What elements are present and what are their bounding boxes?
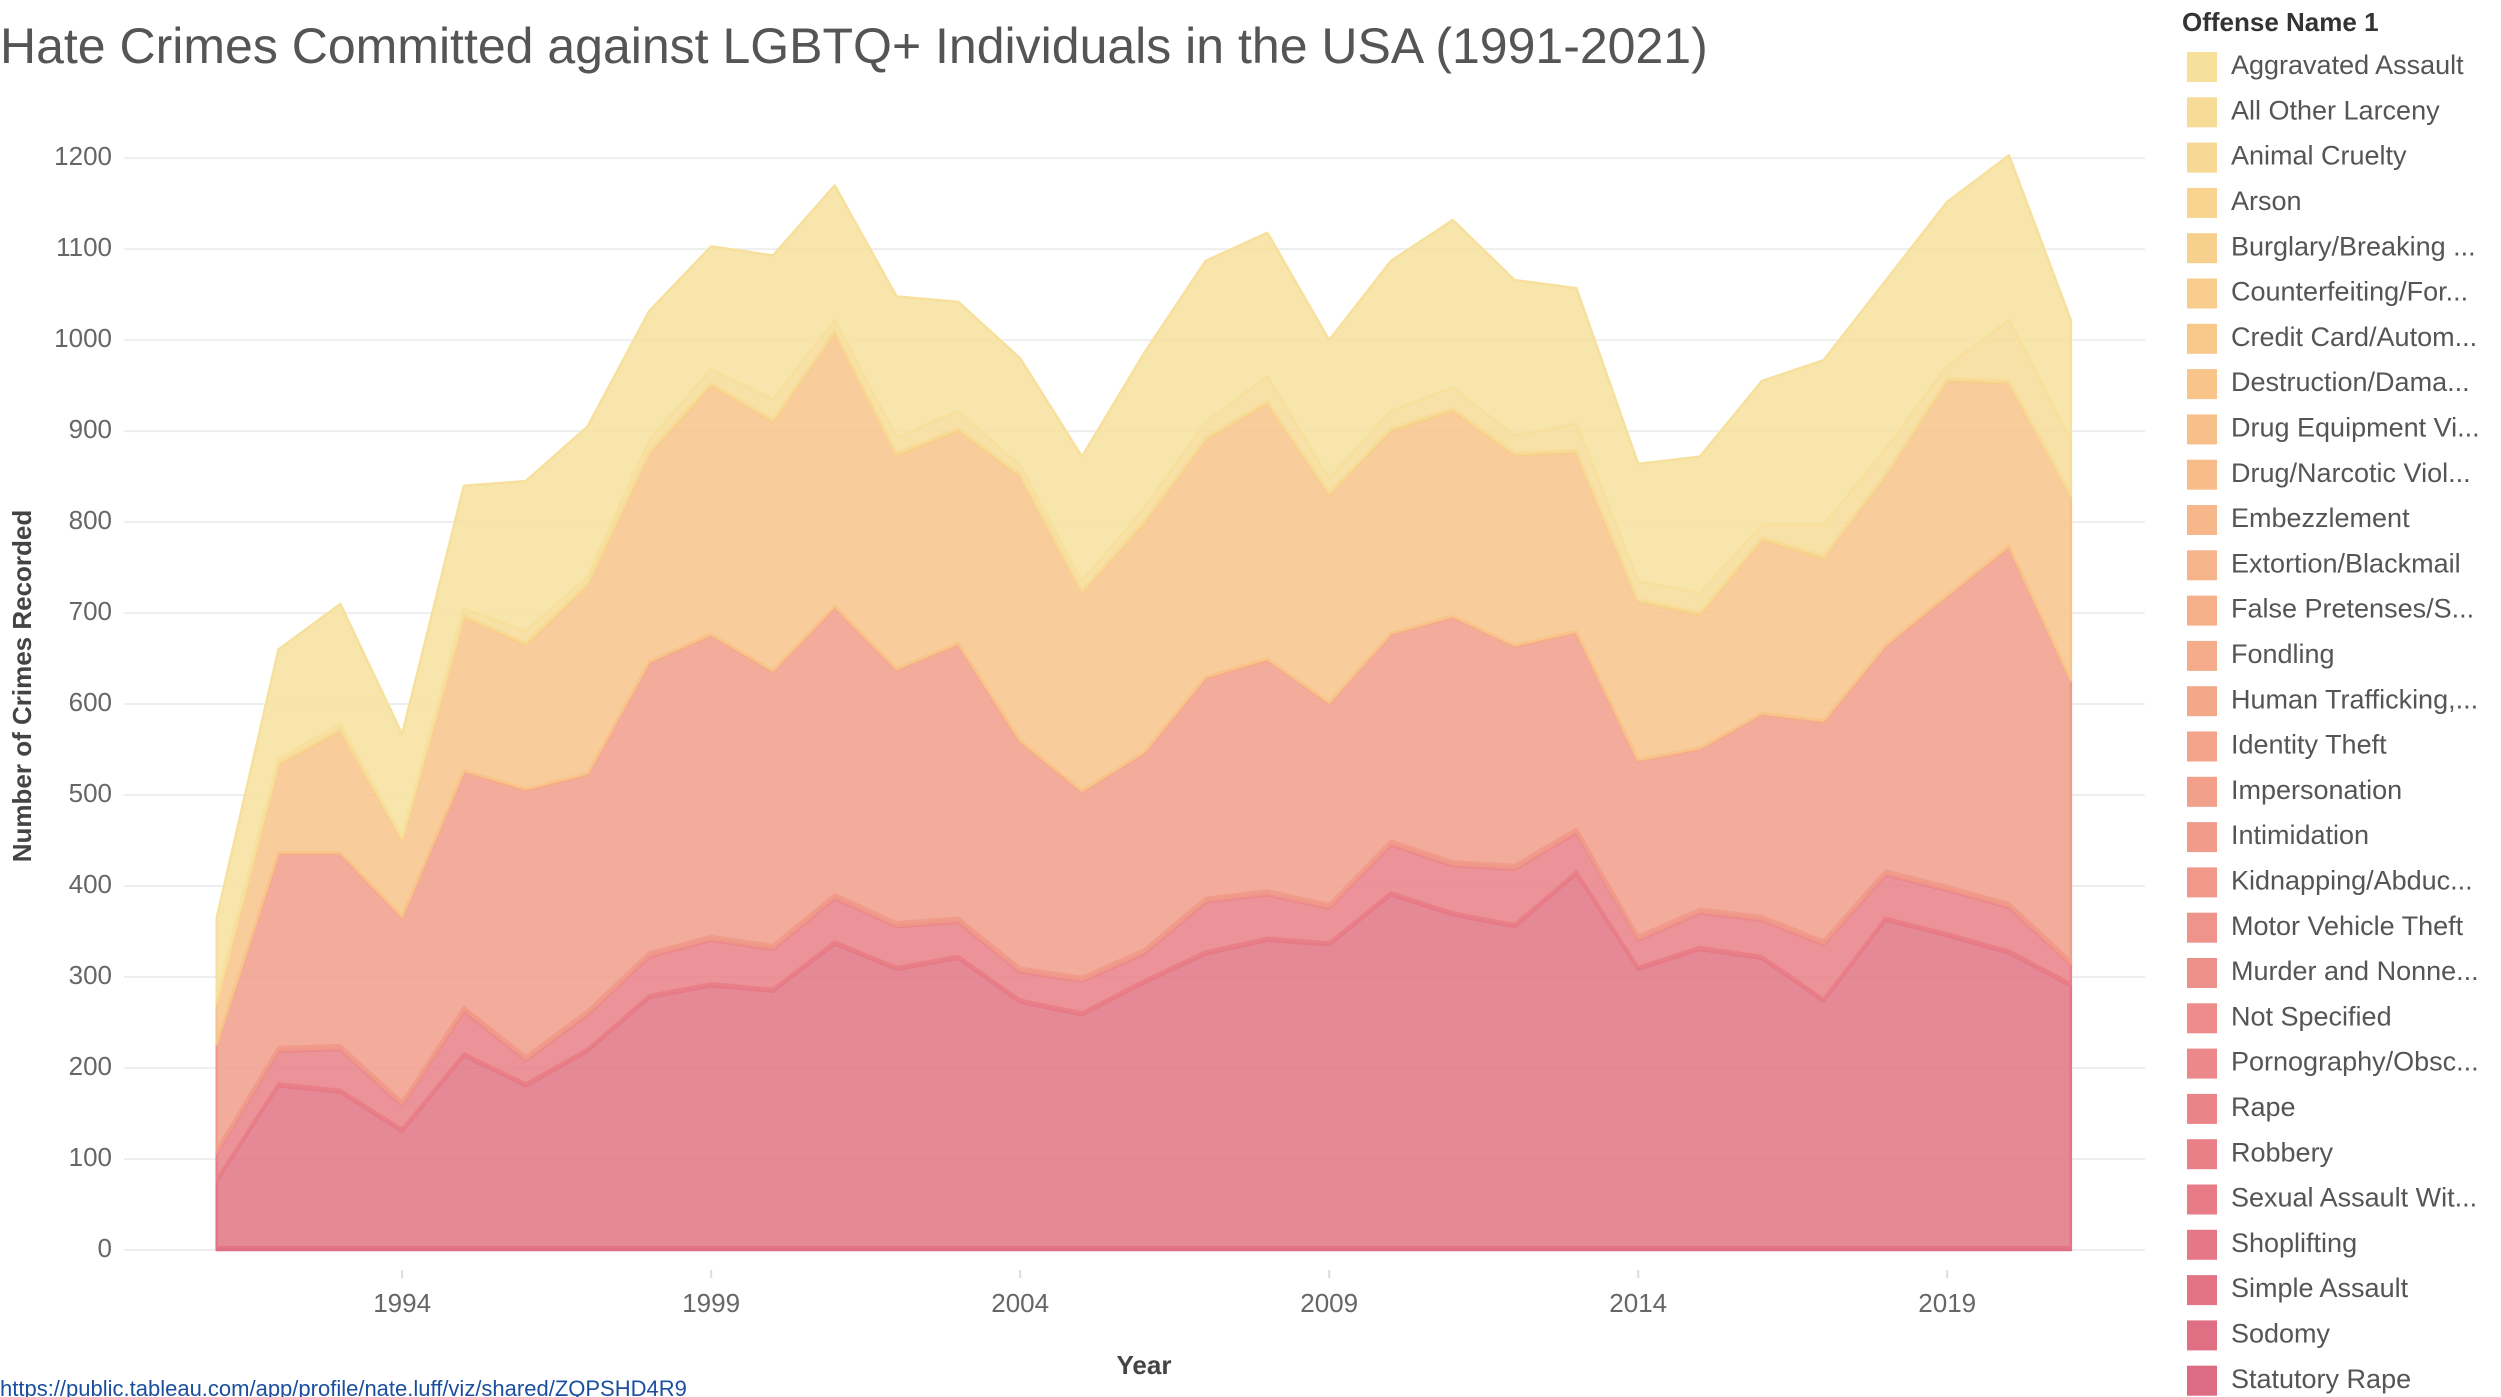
legend-label: Fondling — [2231, 639, 2335, 669]
legend-label: Credit Card/Autom... — [2231, 322, 2477, 352]
legend-swatch — [2187, 1229, 2217, 1260]
y-tick-label: 200 — [69, 1051, 112, 1081]
y-tick-label: 100 — [69, 1142, 112, 1172]
legend-swatch — [2187, 595, 2217, 626]
y-tick-label: 800 — [69, 505, 112, 535]
legend-swatch — [2187, 686, 2217, 717]
legend-label: Murder and Nonne... — [2231, 956, 2479, 986]
y-axis-title: Number of Crimes Recorded — [7, 510, 37, 863]
legend-swatch — [2187, 776, 2217, 807]
legend-swatch — [2187, 505, 2217, 535]
legend-label: All Other Larceny — [2231, 95, 2440, 125]
legend-label: Robbery — [2231, 1137, 2334, 1167]
legend-swatch — [2187, 233, 2217, 264]
x-tick-label: 2014 — [1609, 1288, 1667, 1318]
legend-label: Intimidation — [2231, 820, 2369, 850]
x-tick-label: 1999 — [682, 1288, 740, 1318]
x-tick-label: 2009 — [1300, 1288, 1358, 1318]
y-tick-label: 1200 — [54, 141, 112, 171]
legend-swatch — [2187, 414, 2217, 445]
areas — [215, 154, 2073, 1252]
legend-label: Animal Cruelty — [2231, 141, 2407, 171]
legend-swatch — [2187, 640, 2217, 671]
legend-swatch — [2187, 822, 2217, 853]
legend-label: Pornography/Obsc... — [2231, 1047, 2479, 1077]
legend-swatch — [2187, 1093, 2217, 1124]
legend-swatch — [2187, 1003, 2217, 1034]
legend-label: Destruction/Dama... — [2231, 367, 2470, 397]
y-tick-label: 500 — [69, 778, 112, 808]
y-tick-label: 0 — [98, 1233, 112, 1263]
legend-swatch — [2187, 97, 2217, 128]
legend-swatch — [2187, 323, 2217, 354]
chart-title: Hate Crimes Committed against LGBTQ+ Ind… — [0, 18, 1708, 74]
legend-label: Aggravated Assault — [2231, 50, 2464, 80]
legend-label: Drug/Narcotic Viol... — [2231, 458, 2471, 488]
legend-swatch — [2187, 731, 2217, 762]
legend-label: Drug Equipment Vi... — [2231, 413, 2480, 443]
legend-label: Impersonation — [2231, 775, 2402, 805]
source-link[interactable]: https://public.tableau.com/app/profile/n… — [0, 1376, 687, 1397]
legend-label: Embezzlement — [2231, 503, 2410, 533]
legend-label: Shoplifting — [2231, 1228, 2357, 1258]
legend-swatch — [2187, 1139, 2217, 1170]
legend-label: Counterfeiting/For... — [2231, 277, 2468, 307]
legend-label: Motor Vehicle Theft — [2231, 911, 2464, 941]
y-tick-label: 1100 — [56, 232, 112, 262]
y-tick-label: 700 — [69, 596, 112, 626]
x-axis-title: Year — [1117, 1350, 1172, 1380]
legend-swatch — [2187, 1275, 2217, 1306]
legend-swatch — [2187, 187, 2217, 218]
legend-label: Human Trafficking,... — [2231, 684, 2478, 714]
legend-label: Simple Assault — [2231, 1273, 2409, 1303]
y-tick-label: 900 — [69, 414, 112, 444]
legend-label: Identity Theft — [2231, 730, 2387, 760]
legend-title: Offense Name 1 — [2182, 7, 2379, 37]
legend-label: Rape — [2231, 1092, 2296, 1122]
legend-label: Arson — [2231, 186, 2302, 216]
legend-swatch — [2187, 1048, 2217, 1079]
area — [215, 154, 2073, 997]
legend-swatch — [2187, 1184, 2217, 1215]
y-tick-label: 1000 — [54, 323, 112, 353]
x-tick-label: 2004 — [991, 1288, 1049, 1318]
legend-swatch — [2187, 52, 2217, 82]
legend-label: Not Specified — [2231, 1001, 2392, 1031]
legend-label: Statutory Rape — [2231, 1364, 2411, 1394]
legend-label: Extortion/Blackmail — [2231, 548, 2461, 578]
legend-label: Sexual Assault Wit... — [2231, 1183, 2477, 1213]
legend-label: Kidnapping/Abduc... — [2231, 866, 2473, 896]
legend-swatch — [2187, 1365, 2217, 1396]
legend-label: Burglary/Breaking ... — [2231, 231, 2476, 261]
y-tick-label: 300 — [69, 960, 112, 990]
legend-swatch — [2187, 142, 2217, 173]
legend-swatch — [2187, 550, 2217, 581]
legend-swatch — [2187, 459, 2217, 490]
legend-swatch — [2187, 958, 2217, 988]
x-tick-label: 2019 — [1918, 1288, 1976, 1318]
y-tick-label: 600 — [69, 687, 112, 717]
legend-label: Sodomy — [2231, 1319, 2331, 1349]
x-tick-label: 1994 — [373, 1288, 431, 1318]
y-tick-label: 400 — [69, 869, 112, 899]
legend-swatch — [2187, 867, 2217, 898]
legend-swatch — [2187, 278, 2217, 309]
legend-label: False Pretenses/S... — [2231, 594, 2474, 624]
legend-swatch — [2187, 369, 2217, 400]
legend-swatch — [2187, 1320, 2217, 1351]
legend-swatch — [2187, 912, 2217, 943]
